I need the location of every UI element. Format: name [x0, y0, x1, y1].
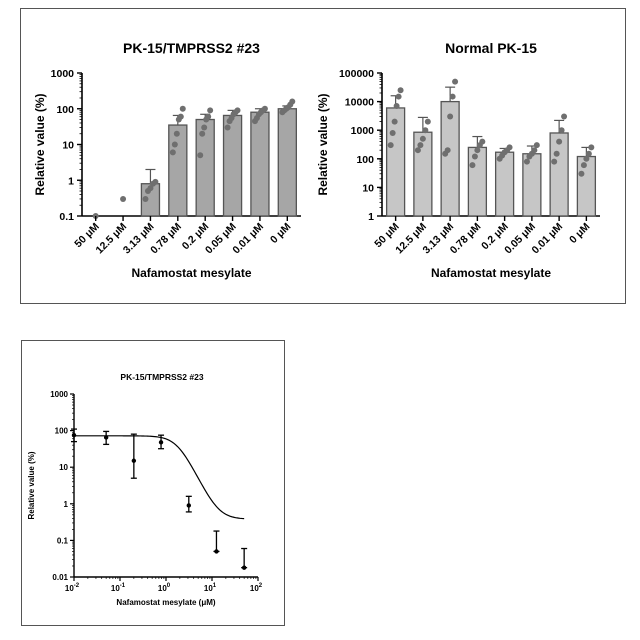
chart2-title: PK-15/TMPRSS2 #23	[120, 372, 203, 382]
chart1-bar	[550, 133, 568, 216]
chart2-x-tick-label: 10-1	[111, 583, 126, 593]
chart2-y-tick-label: 10	[59, 463, 68, 472]
chart1-data-point	[559, 127, 565, 133]
chart2-data-point	[242, 565, 246, 569]
chart1-data-point	[586, 151, 592, 157]
chart2-data-point	[104, 435, 108, 439]
chart2-data-point	[214, 549, 218, 553]
chart0-data-point	[199, 131, 205, 137]
chart1-bar	[496, 152, 514, 216]
chart0-y-tick-label: 1000	[51, 68, 75, 80]
chart1-title: Normal PK-15	[445, 40, 537, 56]
chart0-y-tick-label: 10	[62, 140, 74, 152]
chart1-data-point	[469, 162, 475, 168]
chart0-y-tick-label: 0.1	[59, 211, 74, 223]
chart0-data-point	[142, 196, 148, 202]
chart0-y-tick-label: 100	[56, 104, 74, 116]
chart2-y-tick-label: 100	[55, 427, 69, 436]
chart0-data-point	[235, 107, 241, 113]
chart0-data-point	[262, 106, 268, 112]
chart1-data-point	[447, 114, 453, 120]
chart1-x-axis-label: Nafamostat mesylate	[431, 266, 551, 280]
chart2-x-tick-label: 101	[204, 583, 217, 593]
chart1-y-tick-label: 10000	[345, 97, 374, 109]
chart0-data-point	[205, 114, 211, 120]
chart1-data-point	[561, 114, 567, 120]
chart1-y-tick-label: 100	[356, 154, 374, 166]
chart0-data-point	[178, 114, 184, 120]
chart1-data-point	[390, 130, 396, 136]
chart2-y-tick-label: 0.01	[52, 573, 68, 582]
chart1-y-tick-label: 1000	[351, 125, 375, 137]
chart1-data-point	[479, 139, 485, 145]
chart0-bar	[224, 115, 242, 216]
dose-response-chart-svg: PK-15/TMPRSS2 #23 Nafamostat mesylate (μM…	[22, 341, 284, 625]
top-figure-panel: PK-15/TMPRSS2 #23 Nafamostat mesylate Rela…	[20, 8, 626, 304]
chart0-bar	[278, 109, 296, 216]
chart1-data-point	[581, 162, 587, 168]
chart1-x-tick-label: 0.01 μM	[530, 220, 566, 256]
chart1-data-point	[398, 87, 404, 93]
chart1-data-point	[588, 144, 594, 150]
chart0-bar	[251, 112, 269, 216]
chart0-data-point	[174, 131, 180, 137]
chart1-x-tick-label: 0 μM	[567, 220, 593, 246]
bottom-figure-panel: PK-15/TMPRSS2 #23 Nafamostat mesylate (μM…	[21, 340, 285, 626]
chart1-data-point	[388, 142, 394, 148]
chart2-data-point	[159, 440, 163, 444]
chart1-data-point	[394, 103, 400, 109]
chart0-data-point	[197, 152, 203, 158]
chart0-data-point	[170, 149, 176, 155]
chart2-x-tick-label: 10-2	[65, 583, 80, 593]
chart0-x-tick-label: 0.78 μM	[148, 220, 184, 256]
bar-charts-svg: PK-15/TMPRSS2 #23 Nafamostat mesylate Rela…	[21, 9, 625, 303]
chart1-data-point	[392, 119, 398, 125]
chart1-data-point	[472, 154, 478, 160]
chart0-bar	[169, 125, 187, 216]
chart0-data-point	[201, 124, 207, 130]
chart0-y-axis-label: Relative value (%)	[33, 93, 47, 195]
chart0-data-point	[120, 196, 126, 202]
chart2-x-tick-label: 100	[158, 583, 171, 593]
chart1-data-point	[396, 94, 402, 100]
chart1-data-point	[450, 94, 456, 100]
chart0-data-point	[207, 107, 213, 113]
chart1-y-tick-label: 10	[362, 182, 374, 194]
chart1-data-point	[556, 139, 562, 145]
chart0-data-point	[152, 179, 158, 185]
chart1-data-point	[452, 79, 458, 85]
chart0-title: PK-15/TMPRSS2 #23	[123, 40, 260, 56]
chart2-y-tick-label: 1	[64, 500, 69, 509]
chart2-x-axis-label: Nafamostat mesylate (μM)	[116, 598, 215, 607]
chart1-data-point	[578, 171, 584, 177]
chart1-x-tick-label: 0.78 μM	[448, 220, 484, 256]
chart1-data-point	[507, 144, 513, 150]
chart0-x-axis-label: Nafamostat mesylate	[131, 266, 251, 280]
chart2-x-tick-label: 102	[250, 583, 263, 593]
chart1-data-point	[417, 142, 423, 148]
chart1-data-point	[422, 127, 428, 133]
chart0-x-tick-label: 0 μM	[268, 220, 294, 246]
chart2-data-point	[132, 459, 136, 463]
chart1-data-point	[554, 151, 560, 157]
chart2-y-axis-label: Relative value (%)	[27, 451, 36, 519]
chart1-data-point	[551, 159, 557, 165]
chart1-data-point	[425, 119, 431, 125]
chart0-data-point	[289, 98, 295, 104]
chart2-y-tick-label: 1000	[50, 390, 68, 399]
chart1-y-tick-label: 100000	[339, 68, 374, 80]
chart1-data-point	[420, 136, 426, 142]
chart1-data-point	[534, 142, 540, 148]
chart1-y-tick-label: 1	[368, 211, 374, 223]
chart1-data-point	[445, 147, 451, 153]
chart0-data-point	[172, 142, 178, 148]
chart0-data-point	[180, 106, 186, 112]
chart2-data-point	[187, 503, 191, 507]
chart0-data-point	[225, 124, 231, 130]
chart1-y-axis-label: Relative value (%)	[316, 93, 330, 195]
chart0-y-tick-label: 1	[68, 175, 74, 187]
chart2-y-tick-label: 0.1	[57, 536, 69, 545]
chart0-x-tick-label: 0.01 μM	[230, 220, 266, 256]
chart2-data-point	[72, 433, 76, 437]
